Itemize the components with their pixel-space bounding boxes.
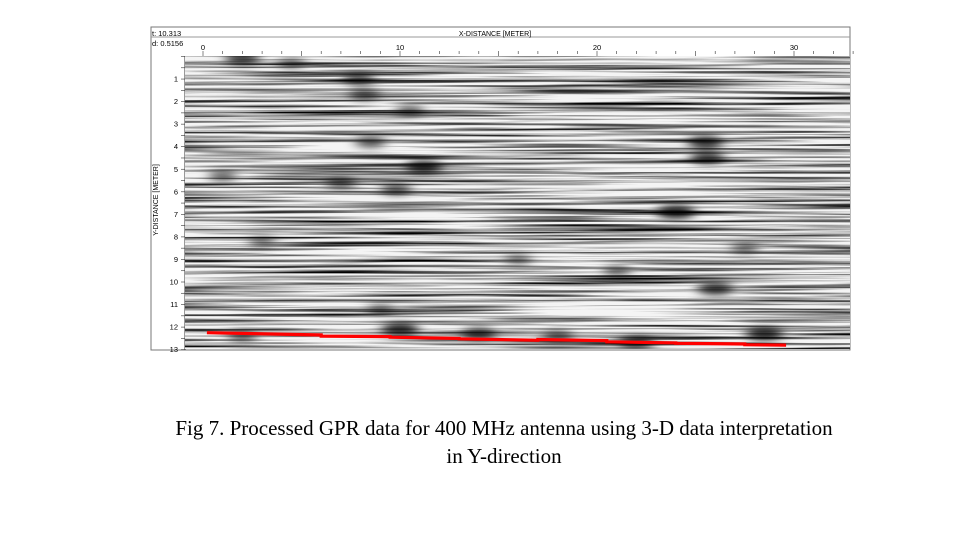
reflection-anomaly	[325, 177, 357, 189]
reflection-anomaly	[349, 89, 381, 101]
reflection-anomaly	[248, 236, 276, 247]
reflection-anomaly	[745, 327, 784, 341]
interpretation-line-group	[206, 331, 787, 347]
reflection-anomaly	[656, 205, 696, 219]
reflection-anomaly	[730, 242, 759, 254]
y-axis-label: Y-DISTANCE [METER]	[153, 164, 160, 236]
reflection-anomaly	[381, 322, 419, 337]
reflection-anomaly	[342, 73, 375, 85]
reflection-anomaly	[602, 265, 631, 276]
y-tick-label: 5	[174, 165, 178, 174]
x-axis-label: X-DISTANCE [METER]	[459, 31, 531, 38]
x-tick-group: 0 10 20 30	[201, 43, 854, 56]
interpreted-reflector-line	[206, 331, 787, 347]
x-tick-label: 10	[396, 43, 404, 52]
y-tick-label: 6	[174, 187, 178, 196]
y-tick-label: 12	[170, 323, 178, 332]
radargram-area	[185, 56, 850, 349]
reflection-anomaly	[366, 304, 394, 315]
reflection-anomaly	[697, 282, 734, 296]
reflection-anomaly	[687, 135, 724, 149]
x-tick-label: 30	[790, 43, 798, 52]
reflection-anomaly	[405, 160, 443, 174]
y-tick-label: 3	[174, 120, 178, 129]
y-tick-label: 2	[174, 97, 178, 106]
caption-line-2: in Y-direction	[446, 444, 562, 468]
reflection-anomaly	[461, 327, 497, 341]
caption-line-1: Fig 7. Processed GPR data for 400 MHz an…	[175, 416, 833, 440]
figure-caption: Fig 7. Processed GPR data for 400 MHz an…	[0, 414, 960, 470]
reflection-anomaly	[380, 183, 413, 196]
reflection-anomaly	[208, 170, 238, 182]
anomaly-group	[208, 56, 784, 349]
reflection-anomaly	[689, 151, 725, 165]
depth-readout: d: 0.5156	[152, 39, 183, 48]
y-tick-label: 7	[174, 210, 178, 219]
y-tick-label: 13	[170, 345, 178, 354]
reflection-anomaly	[277, 58, 306, 69]
time-readout: t: 10.313	[152, 29, 181, 38]
y-tick-label: 10	[170, 278, 178, 287]
reflection-anomaly	[504, 254, 532, 265]
gpr-figure: t: 10.313 d: 0.5156 X-DISTANCE [METER] Y…	[150, 26, 854, 354]
reflection-anomaly	[354, 136, 386, 148]
reflection-anomaly	[224, 56, 260, 66]
y-tick-label: 4	[174, 142, 178, 151]
x-tick-label: 20	[593, 43, 601, 52]
y-tick-label: 1	[174, 75, 178, 84]
reflection-anomaly	[395, 105, 425, 116]
x-tick-label: 0	[201, 43, 205, 52]
radargram-texture	[185, 56, 850, 349]
y-tick-label: 9	[174, 255, 178, 264]
y-tick-label: 11	[170, 300, 178, 309]
y-tick-label: 8	[174, 232, 178, 241]
